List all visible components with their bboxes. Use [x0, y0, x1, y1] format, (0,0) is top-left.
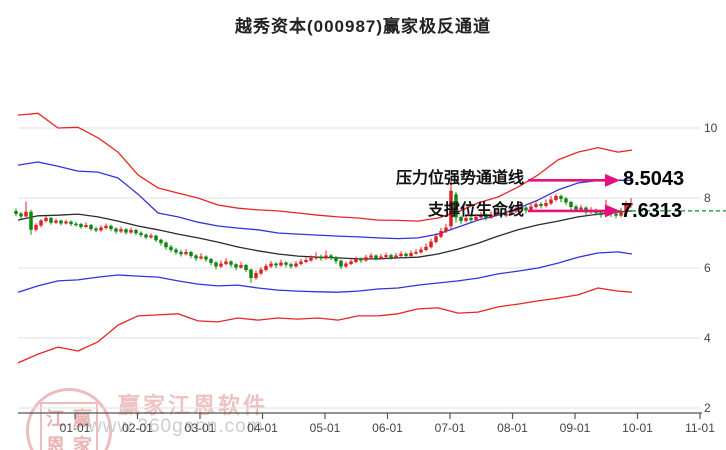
- svg-text:07-01: 07-01: [435, 421, 466, 435]
- svg-text:01-01: 01-01: [60, 421, 91, 435]
- series-upper_blue_strong_channel: [17, 161, 633, 240]
- svg-text:10-01: 10-01: [622, 421, 653, 435]
- resistance-annotation-label: 压力位强势通道线: [395, 170, 524, 187]
- support-annotation-label: 支撑位生命线: [427, 202, 524, 219]
- watermark-url-text: www.360gann.com: [88, 416, 264, 437]
- candles-group: [14, 178, 633, 283]
- svg-text:4: 4: [704, 331, 711, 345]
- grid-lines: [18, 127, 700, 409]
- svg-text:05-01: 05-01: [310, 421, 341, 435]
- svg-text:6: 6: [704, 261, 711, 275]
- seal-char: 江: [45, 409, 65, 430]
- series-lifeline_black: [17, 210, 633, 260]
- seal-char: 赢: [72, 409, 92, 430]
- series-lower_red_outer: [17, 287, 633, 364]
- svg-text:11-01: 11-01: [685, 421, 715, 435]
- svg-text:08-01: 08-01: [497, 421, 528, 435]
- watermark-seal-logo: 江 赢 恩 家: [26, 388, 112, 450]
- svg-text:09-01: 09-01: [560, 421, 591, 435]
- chart-title: 越秀资本(000987)赢家极反通道: [234, 17, 492, 36]
- svg-text:10: 10: [704, 121, 718, 135]
- series-upper_red_outer: [17, 112, 633, 222]
- svg-text:02-01: 02-01: [122, 421, 153, 435]
- watermark-seal-grid: 江 赢 恩 家: [40, 402, 98, 450]
- svg-text:04-01: 04-01: [247, 421, 278, 435]
- x-axis: 01-01 02-01 03-01 04-01 05-01 06-01 07-01 08-01…: [18, 412, 715, 435]
- svg-text:06-01: 06-01: [372, 421, 403, 435]
- seal-char: 恩: [45, 436, 65, 450]
- svg-text:8: 8: [704, 191, 711, 205]
- y-axis-labels: 10 8 6 4 2: [704, 121, 718, 415]
- series-lower_blue_weak_channel: [17, 251, 633, 293]
- support-annotation-value: 7.6313: [621, 200, 683, 222]
- resistance-annotation-value: 8.5043: [623, 168, 685, 190]
- channel-lines: [17, 112, 633, 364]
- seal-char: 家: [72, 436, 92, 450]
- watermark-brand-text: 赢家江恩软件: [118, 393, 269, 418]
- svg-text:2: 2: [704, 401, 711, 415]
- svg-text:03-01: 03-01: [185, 421, 216, 435]
- annotation-arrows: [528, 173, 620, 218]
